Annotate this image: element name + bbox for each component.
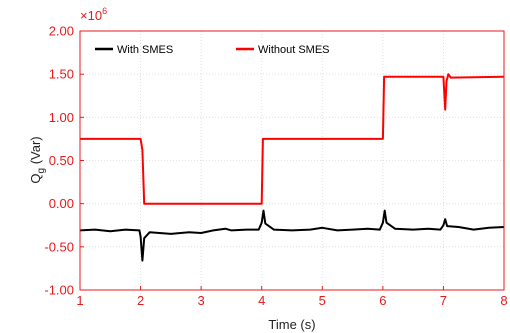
legend: With SMES Without SMES: [95, 44, 330, 56]
y-multiplier: ×106: [80, 6, 107, 23]
x-tick-label: 2: [137, 293, 144, 308]
y-axis-label-main: Q: [28, 173, 43, 183]
x-tick-label: 7: [440, 293, 447, 308]
y-tick-label: -1.00: [44, 283, 74, 298]
legend-label-with-smes: With SMES: [117, 44, 173, 56]
series-line-with-smes: [79, 209, 505, 262]
y-tick-label: 1.00: [49, 110, 74, 125]
y-tick-label: -0.50: [44, 239, 74, 254]
y-tick-label: 0.50: [49, 153, 74, 168]
y-axis-label-unit: (Var): [28, 136, 43, 168]
x-tick-label: 3: [198, 293, 205, 308]
series-layer: [79, 73, 505, 262]
x-tick-label: 1: [76, 293, 83, 308]
x-tick-label: 4: [258, 293, 265, 308]
y-axis-label: Qg (Var): [28, 136, 47, 183]
y-tick-label: 2.00: [49, 24, 74, 39]
series-line-without-smes: [80, 73, 505, 205]
y-multiplier-base: ×10: [80, 8, 102, 23]
x-tick-label: 8: [500, 293, 507, 308]
x-tick-label: 6: [379, 293, 386, 308]
legend-label-without-smes: Without SMES: [258, 44, 330, 56]
y-tick-label: 0.00: [49, 196, 74, 211]
y-tick-label: 1.50: [49, 67, 74, 82]
x-axis: 1 2 3 4 5 6 7 8: [76, 286, 508, 308]
y-axis: -1.00 -0.50 0.00 0.50 1.00 1.50 2.00: [44, 24, 84, 298]
y-multiplier-exponent: 6: [102, 6, 107, 16]
x-tick-label: 5: [319, 293, 326, 308]
x-axis-label: Time (s): [268, 317, 315, 332]
y-axis-label-sub: g: [36, 168, 47, 174]
